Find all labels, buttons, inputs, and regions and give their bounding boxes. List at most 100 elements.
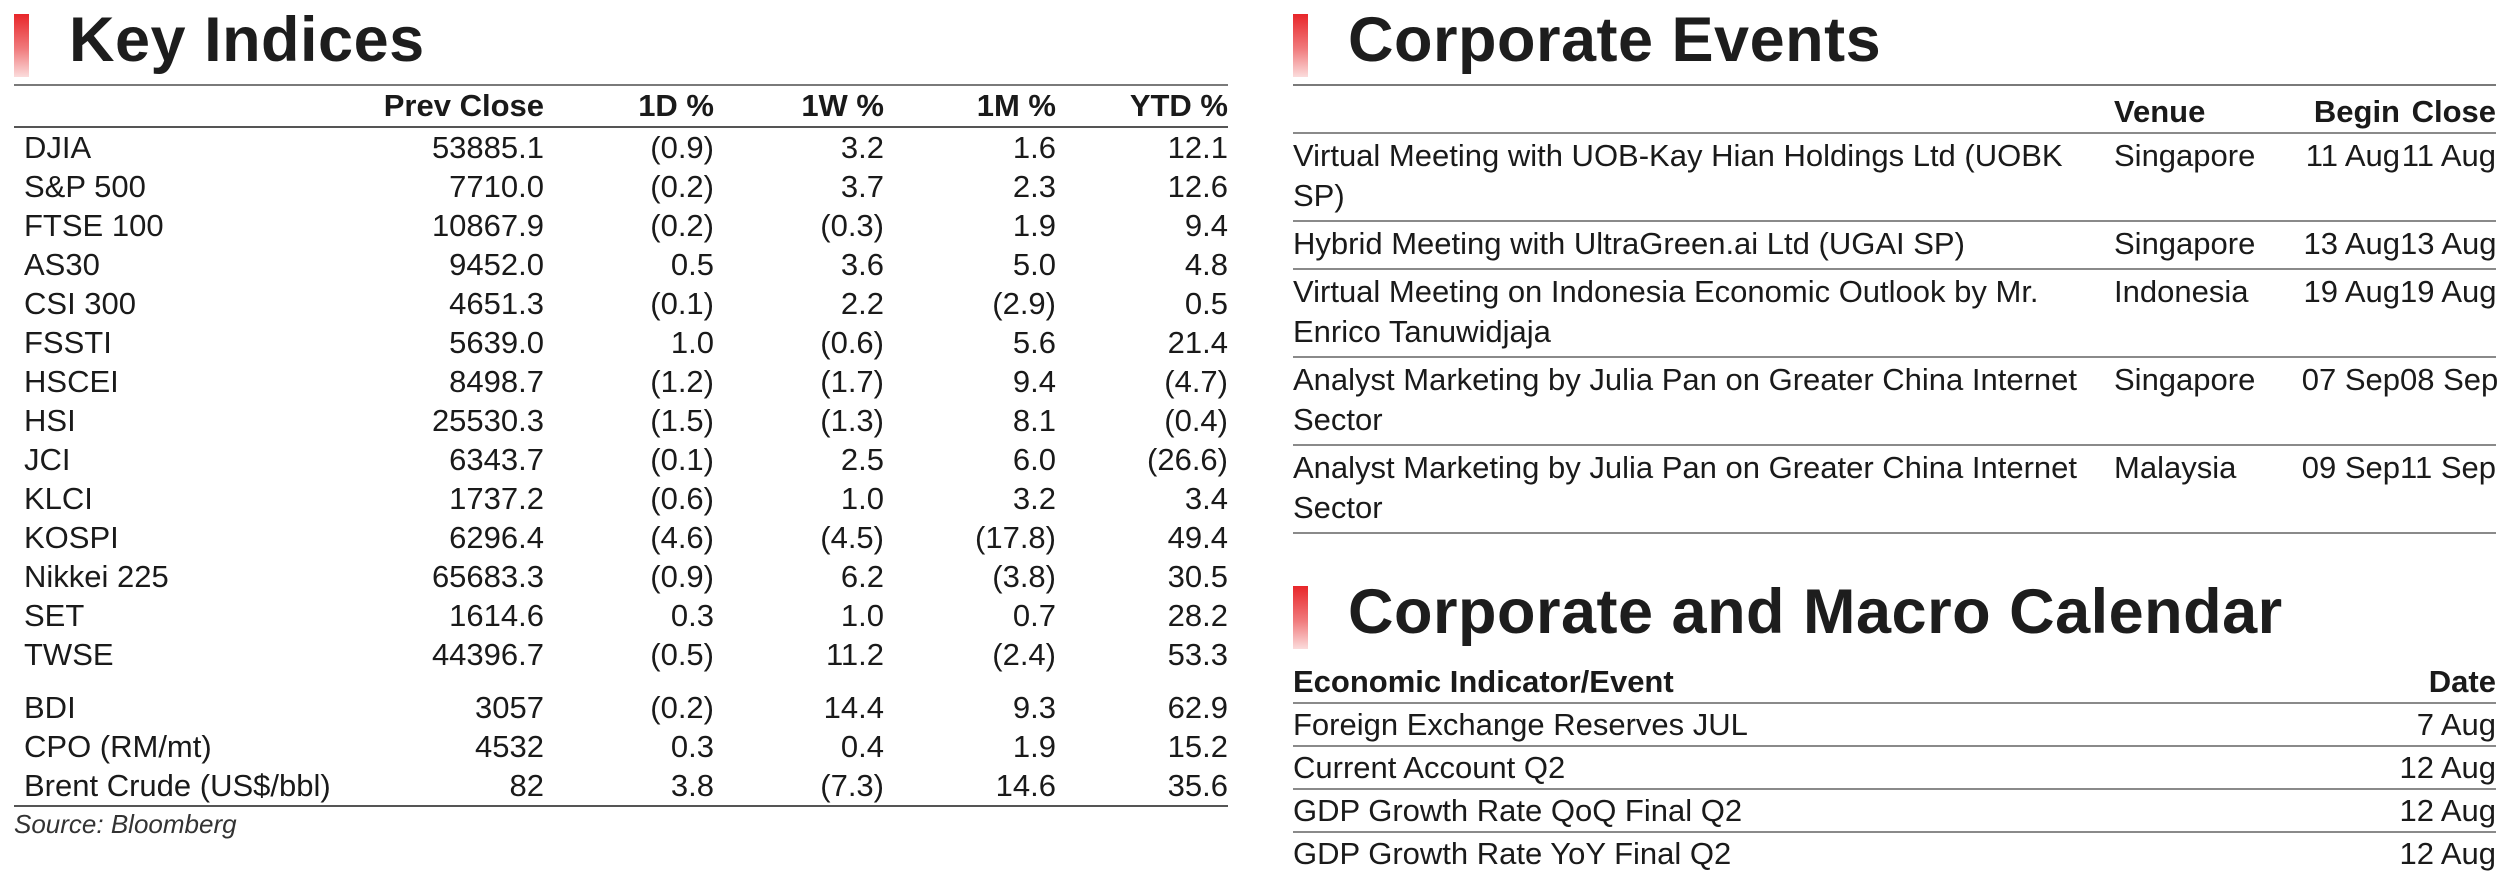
table-cell: (0.1): [650, 441, 714, 477]
table-cell: 19 Aug: [2290, 269, 2400, 358]
event-name: Current Account Q2: [1293, 746, 2293, 790]
accent-bar: [1293, 586, 1308, 649]
table-cell: 12.1: [1167, 129, 1228, 165]
index-name: FSSTI: [24, 324, 112, 360]
table-row: Foreign Exchange Reserves JUL 7 Aug: [1293, 703, 2496, 747]
column-header: Economic Indicator/Event: [1293, 658, 2293, 704]
index-name: HSCEI: [24, 363, 119, 399]
accent-bar: [1293, 14, 1308, 77]
table-cell: 30.5: [1167, 558, 1228, 594]
index-name: Brent Crude (US$/bbl): [14, 766, 331, 807]
table-cell: (26.6): [1147, 441, 1228, 477]
table-cell: 0.5: [670, 246, 714, 282]
table-cell: 15.2: [1167, 728, 1228, 764]
table-cell: 9.3: [1012, 689, 1056, 725]
table-cell: 3.8: [544, 766, 714, 807]
event-name: GDP Growth Rate YoY Final Q2: [1293, 835, 1732, 871]
event-name: GDP Growth Rate QoQ Final Q2: [1293, 789, 2293, 833]
key-indices-table: Prev Close 1D % 1W % 1M % YTD % DJIA 53885.1 (…: [14, 86, 1228, 807]
index-name: FTSE 100: [24, 207, 164, 243]
right-panel: Corporate Events Venue Begin Close Virtual…: [1293, 0, 2498, 874]
table-cell: 6296.4: [449, 519, 544, 555]
column-header: Venue: [2114, 86, 2290, 134]
table-row: BDI 3057 (0.2) 14.4 9.3 62.9: [14, 688, 1228, 727]
table-cell: 3.7: [840, 168, 884, 204]
column-header: YTD %: [1056, 86, 1228, 128]
table-cell: 12.6: [1167, 168, 1228, 204]
table-cell: 49.4: [1167, 519, 1228, 555]
table-header-row: Economic Indicator/Event Date: [1293, 658, 2496, 704]
index-name: BDI: [24, 689, 76, 725]
table-cell: 1.0: [670, 324, 714, 360]
event-name: Analyst Marketing by Julia Pan on Greate…: [1293, 357, 2114, 446]
table-cell: 28.2: [1167, 597, 1228, 633]
table-cell: 09 Sep: [2290, 445, 2400, 534]
table-row: JCI 6343.7 (0.1) 2.5 6.0 (26.6): [14, 440, 1228, 479]
table-cell: 65683.3: [431, 558, 544, 594]
corporate-events-table: Venue Begin Close Virtual Meeting with UOB…: [1293, 86, 2498, 534]
index-name: CPO (RM/mt): [24, 728, 212, 764]
date-cell: 12 Aug: [2293, 746, 2496, 790]
table-cell: 4532: [475, 728, 544, 764]
table-cell: (0.3): [820, 207, 884, 243]
table-cell: (2.4): [992, 636, 1056, 672]
key-indices-header: Key Indices: [14, 0, 1228, 86]
date-cell: 7 Aug: [2293, 703, 2496, 747]
index-name: KOSPI: [24, 519, 119, 555]
column-header: 1D %: [544, 86, 714, 128]
spacer: [14, 674, 1228, 688]
table-row: Analyst Marketing by Julia Pan on Greate…: [1293, 445, 2496, 534]
key-indices-panel: Key Indices Prev Close 1D % 1W % 1M % YTD % …: [14, 0, 1228, 840]
table-cell: (7.3): [714, 766, 884, 807]
corporate-events-title: Corporate Events: [1348, 5, 1882, 75]
table-cell: (1.3): [820, 402, 884, 438]
row-gap: [14, 674, 1228, 688]
table-cell: 8498.7: [449, 363, 544, 399]
table-cell: 2.5: [840, 441, 884, 477]
index-name: KLCI: [24, 480, 93, 516]
table-cell: 62.9: [1167, 689, 1228, 725]
table-cell: Indonesia: [2114, 269, 2290, 358]
table-cell: 1737.2: [449, 480, 544, 516]
table-cell: 7710.0: [449, 168, 544, 204]
accent-bar: [14, 14, 29, 77]
table-row: KOSPI 6296.4 (4.6) (4.5) (17.8) 49.4: [14, 518, 1228, 557]
table-row: KLCI 1737.2 (0.6) 1.0 3.2 3.4: [14, 479, 1228, 518]
table-cell: 13 Aug: [2400, 221, 2497, 270]
table-cell: 8.1: [1012, 402, 1056, 438]
table-cell: 53885.1: [431, 129, 544, 165]
table-cell: (0.5): [650, 636, 714, 672]
table-cell: Malaysia: [2114, 445, 2290, 534]
table-cell: (17.8): [975, 519, 1056, 555]
table-cell: 35.6: [1056, 766, 1228, 807]
table-cell: 07 Sep: [2290, 357, 2400, 446]
date-cell: 12 Aug: [2293, 789, 2496, 833]
index-name: JCI: [24, 441, 71, 477]
column-header: 1M %: [884, 86, 1056, 128]
table-cell: (0.2): [650, 689, 714, 725]
table-row: GDP Growth Rate QoQ Final Q2 12 Aug: [1293, 789, 2496, 833]
calendar-title: Corporate and Macro Calendar: [1348, 577, 2283, 647]
title-rule: [14, 84, 1228, 86]
table-cell: 3057: [475, 689, 544, 725]
calendar-table: Economic Indicator/Event Date Foreign Exc…: [1293, 658, 2496, 874]
table-cell: 10867.9: [431, 207, 544, 243]
table-header-row: Prev Close 1D % 1W % 1M % YTD %: [14, 86, 1228, 128]
event-name: Analyst Marketing by Julia Pan on Greate…: [1293, 445, 2114, 534]
table-cell: (0.1): [650, 285, 714, 321]
table-cell: 19 Aug: [2400, 269, 2497, 358]
table-cell: 1.9: [1012, 728, 1056, 764]
column-header: Prev Close: [314, 86, 544, 128]
index-name: Nikkei 225: [24, 558, 169, 594]
table-cell: 1.0: [840, 597, 884, 633]
table-row: FTSE 100 10867.9 (0.2) (0.3) 1.9 9.4: [14, 206, 1228, 245]
column-header: Date: [2293, 658, 2496, 704]
table-cell: 1614.6: [449, 597, 544, 633]
table-cell: Singapore: [2114, 357, 2290, 446]
table-cell: 11 Sep: [2400, 445, 2496, 534]
table-row: Hybrid Meeting with UltraGreen.ai Ltd (U…: [1293, 221, 2497, 270]
table-row: Nikkei 225 65683.3 (0.9) 6.2 (3.8) 30.5: [14, 557, 1228, 596]
table-row: SET 1614.6 0.3 1.0 0.7 28.2: [14, 596, 1228, 635]
column-header: Begin: [2290, 86, 2400, 134]
index-name: AS30: [24, 246, 100, 282]
